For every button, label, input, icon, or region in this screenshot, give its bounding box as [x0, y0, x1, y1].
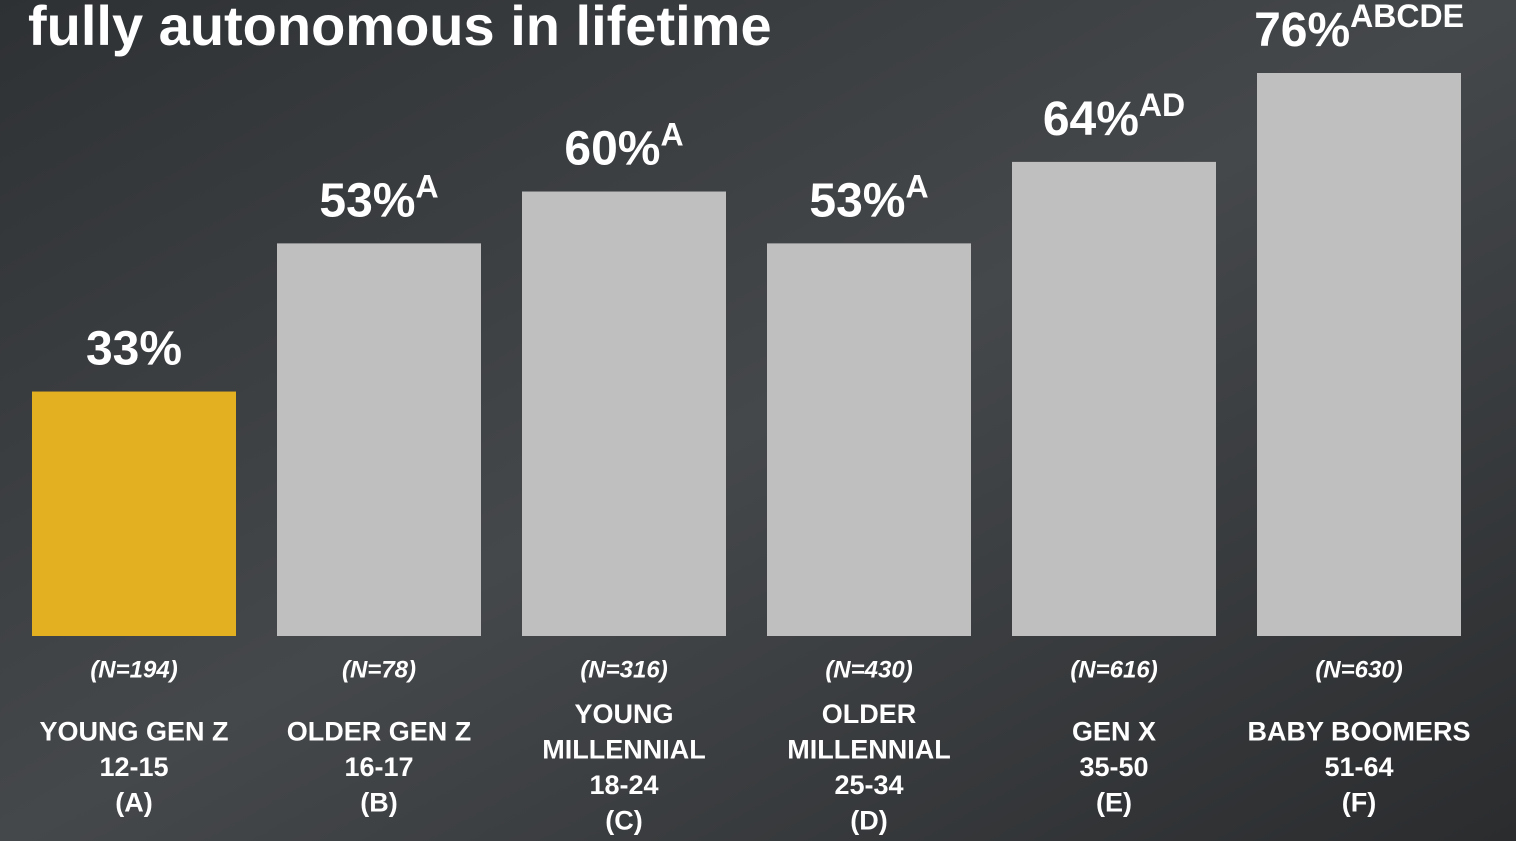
sample-size: (N=630) — [1315, 656, 1402, 683]
value-text: 53% — [319, 174, 415, 227]
significance: A — [415, 169, 438, 205]
category-label: 18-24 — [589, 770, 658, 800]
bar — [32, 391, 236, 636]
category-label: 35-50 — [1079, 752, 1148, 782]
category-label: (E) — [1096, 788, 1132, 818]
category-label: MILLENNIAL — [787, 734, 950, 764]
value-text: 64% — [1043, 93, 1139, 146]
value-label: 76%ABCDE — [1254, 0, 1464, 57]
value-text: 33% — [86, 322, 182, 375]
value-label: 64%AD — [1043, 87, 1185, 145]
category-label: (C) — [605, 805, 642, 835]
value-label: 53%A — [319, 169, 438, 227]
sample-size: (N=194) — [90, 656, 177, 683]
category-label: MILLENNIAL — [542, 734, 705, 764]
bar — [277, 243, 481, 636]
significance: A — [660, 117, 683, 153]
bar — [1012, 161, 1216, 637]
bar — [522, 191, 726, 637]
category-label: YOUNG GEN Z — [39, 717, 228, 747]
value-text: 76% — [1254, 4, 1350, 57]
category-label: (F) — [1342, 788, 1376, 818]
significance: ABCDE — [1350, 0, 1464, 34]
sample-size: (N=316) — [580, 656, 667, 683]
value-label: 53%A — [809, 169, 928, 227]
bar — [767, 243, 971, 636]
category-label: BABY BOOMERS — [1247, 717, 1470, 747]
category-label: (D) — [850, 805, 887, 835]
sample-size: (N=430) — [825, 656, 912, 683]
category-label: 25-34 — [834, 770, 903, 800]
category-label: GEN X — [1072, 717, 1156, 747]
category-label: 12-15 — [99, 752, 168, 782]
category-label: 16-17 — [344, 752, 413, 782]
category-label: OLDER — [822, 699, 917, 729]
sample-size: (N=616) — [1070, 656, 1157, 683]
category-label: (B) — [360, 788, 397, 818]
value-text: 60% — [564, 122, 660, 175]
bar — [1257, 73, 1461, 636]
significance: AD — [1139, 87, 1185, 123]
sample-size: (N=78) — [342, 656, 416, 683]
category-label: OLDER GEN Z — [287, 717, 472, 747]
value-text: 53% — [809, 174, 905, 227]
value-label: 60%A — [564, 117, 683, 175]
value-label: 33% — [86, 322, 182, 375]
category-label: (A) — [115, 788, 152, 818]
chart-title: fully autonomous in lifetime — [28, 0, 772, 57]
significance: A — [905, 169, 928, 205]
category-label: 51-64 — [1324, 752, 1393, 782]
category-label: YOUNG — [574, 699, 673, 729]
